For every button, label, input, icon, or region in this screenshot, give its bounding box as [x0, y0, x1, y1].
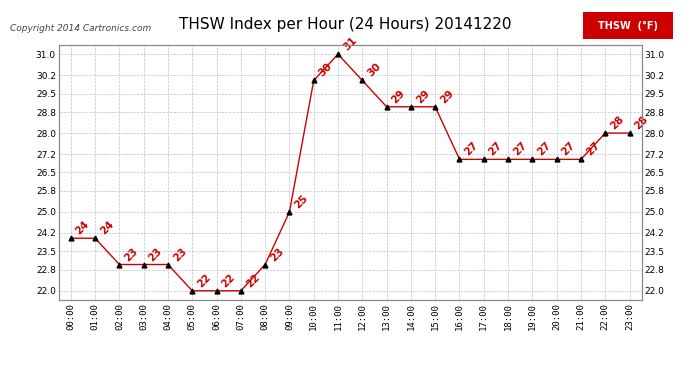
Text: 28: 28 — [609, 114, 626, 132]
Text: 27: 27 — [584, 140, 602, 158]
Text: THSW Index per Hour (24 Hours) 20141220: THSW Index per Hour (24 Hours) 20141220 — [179, 17, 511, 32]
Text: 27: 27 — [463, 140, 480, 158]
Text: Copyright 2014 Cartronics.com: Copyright 2014 Cartronics.com — [10, 24, 152, 33]
Text: 23: 23 — [123, 246, 140, 263]
Text: 22: 22 — [219, 272, 237, 289]
Text: 30: 30 — [317, 62, 334, 79]
Text: 30: 30 — [366, 62, 383, 79]
Text: 29: 29 — [414, 88, 431, 105]
Text: 25: 25 — [293, 193, 310, 210]
Text: 27: 27 — [487, 140, 504, 158]
Text: 27: 27 — [511, 140, 529, 158]
Text: 23: 23 — [171, 246, 188, 263]
Text: 31: 31 — [341, 35, 359, 52]
Text: 27: 27 — [560, 140, 578, 158]
Text: 28: 28 — [633, 114, 650, 132]
Text: 24: 24 — [74, 219, 91, 237]
Text: 27: 27 — [535, 140, 553, 158]
Text: 29: 29 — [438, 88, 455, 105]
Text: 22: 22 — [195, 272, 213, 289]
Text: THSW  (°F): THSW (°F) — [598, 21, 658, 31]
Text: 23: 23 — [147, 246, 164, 263]
Text: 24: 24 — [98, 219, 116, 237]
Text: 22: 22 — [244, 272, 262, 289]
Text: 23: 23 — [268, 246, 286, 263]
Text: 29: 29 — [390, 88, 407, 105]
